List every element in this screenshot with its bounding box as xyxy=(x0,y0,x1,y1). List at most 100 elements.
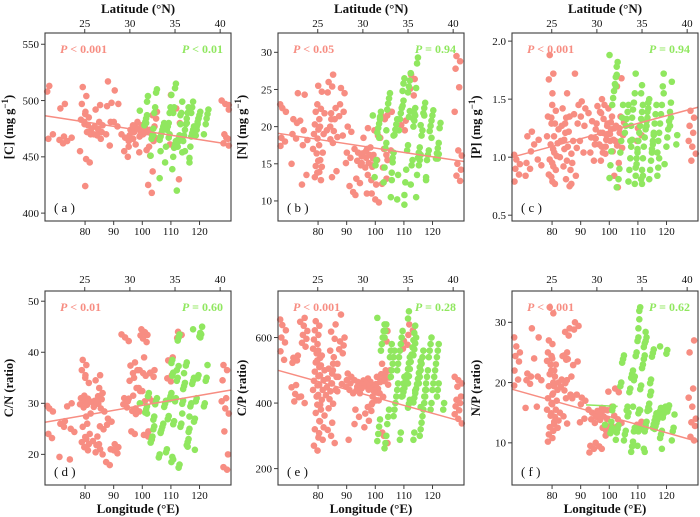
data-point xyxy=(405,308,413,315)
data-point xyxy=(638,108,645,116)
data-point xyxy=(638,364,645,372)
data-point xyxy=(634,410,642,417)
data-point xyxy=(362,164,369,171)
data-point xyxy=(545,382,552,390)
data-point xyxy=(300,127,308,134)
data-point xyxy=(382,439,390,447)
bottom-tick-label: 80 xyxy=(313,226,324,238)
data-point xyxy=(315,391,322,399)
data-point xyxy=(431,373,438,381)
data-point xyxy=(160,403,168,411)
data-point xyxy=(633,337,641,345)
data-point xyxy=(315,82,322,90)
data-point xyxy=(436,124,444,132)
data-point xyxy=(423,380,430,387)
data-point xyxy=(592,135,599,142)
data-point xyxy=(612,436,619,444)
data-point xyxy=(608,101,616,109)
top-tick-label: 35 xyxy=(636,274,647,286)
data-point xyxy=(548,434,556,442)
data-point xyxy=(424,367,432,374)
data-point xyxy=(563,90,571,97)
data-point xyxy=(332,104,340,112)
data-point xyxy=(171,84,179,92)
data-point xyxy=(327,387,335,395)
data-point xyxy=(580,122,588,130)
data-point xyxy=(388,340,396,348)
data-point xyxy=(601,421,608,429)
data-point xyxy=(340,108,348,116)
data-point xyxy=(623,413,631,420)
data-point xyxy=(327,123,334,130)
top-tick-label: 25 xyxy=(313,18,324,30)
data-point xyxy=(289,359,297,367)
data-point xyxy=(692,415,699,423)
data-point xyxy=(414,60,421,67)
data-point xyxy=(327,347,334,354)
data-point xyxy=(139,131,147,138)
data-point xyxy=(318,396,326,404)
data-point xyxy=(654,164,662,171)
data-point xyxy=(384,420,391,428)
data-point xyxy=(510,334,518,341)
data-point xyxy=(613,429,620,436)
data-point xyxy=(437,119,445,127)
data-point xyxy=(602,143,609,151)
data-point xyxy=(691,422,698,430)
data-point xyxy=(516,160,523,168)
data-point xyxy=(584,109,592,117)
data-point xyxy=(104,78,112,85)
data-point xyxy=(574,120,581,127)
data-point xyxy=(593,102,601,110)
data-point xyxy=(152,115,160,122)
top-tick-label: 35 xyxy=(170,18,181,30)
data-point xyxy=(412,104,419,112)
data-point xyxy=(200,131,208,138)
data-point xyxy=(637,175,645,183)
data-point xyxy=(650,129,657,137)
data-point xyxy=(339,132,347,139)
data-point xyxy=(314,101,321,108)
y-tick-label: 10 xyxy=(261,196,272,208)
data-point xyxy=(408,161,416,169)
data-point xyxy=(188,103,196,111)
data-point xyxy=(608,113,615,120)
data-point xyxy=(311,327,319,334)
data-point xyxy=(648,353,655,360)
data-point xyxy=(412,322,419,330)
data-point xyxy=(282,138,289,145)
bottom-tick-label: 80 xyxy=(313,490,324,502)
bottom-tick-label: 90 xyxy=(575,490,586,502)
data-point xyxy=(613,71,620,79)
data-point xyxy=(402,179,409,186)
p-value-label: P = 0.94 xyxy=(649,42,690,56)
data-point xyxy=(347,154,355,162)
data-point xyxy=(83,361,90,369)
data-point xyxy=(382,327,390,335)
data-point xyxy=(175,464,182,471)
data-point xyxy=(635,316,643,323)
data-point xyxy=(417,121,425,129)
top-tick-label: 40 xyxy=(681,274,692,286)
data-point xyxy=(568,159,576,167)
data-point xyxy=(406,321,413,328)
bottom-axis: 80 90 100 110 120 xyxy=(80,484,208,502)
data-point xyxy=(316,322,323,330)
data-point xyxy=(645,95,653,103)
data-point xyxy=(641,337,649,345)
data-point xyxy=(386,89,394,97)
data-point xyxy=(411,109,418,117)
data-point xyxy=(421,399,428,407)
data-point xyxy=(418,132,426,139)
data-point xyxy=(165,134,173,141)
data-point xyxy=(639,101,646,109)
data-point xyxy=(688,143,696,151)
data-point xyxy=(371,173,379,181)
data-point xyxy=(641,134,648,141)
data-point xyxy=(667,99,674,106)
data-point xyxy=(92,106,99,113)
data-point xyxy=(310,336,318,343)
data-point xyxy=(203,115,210,122)
left-axis: 10 20 30 xyxy=(495,317,512,450)
data-point xyxy=(391,406,399,413)
